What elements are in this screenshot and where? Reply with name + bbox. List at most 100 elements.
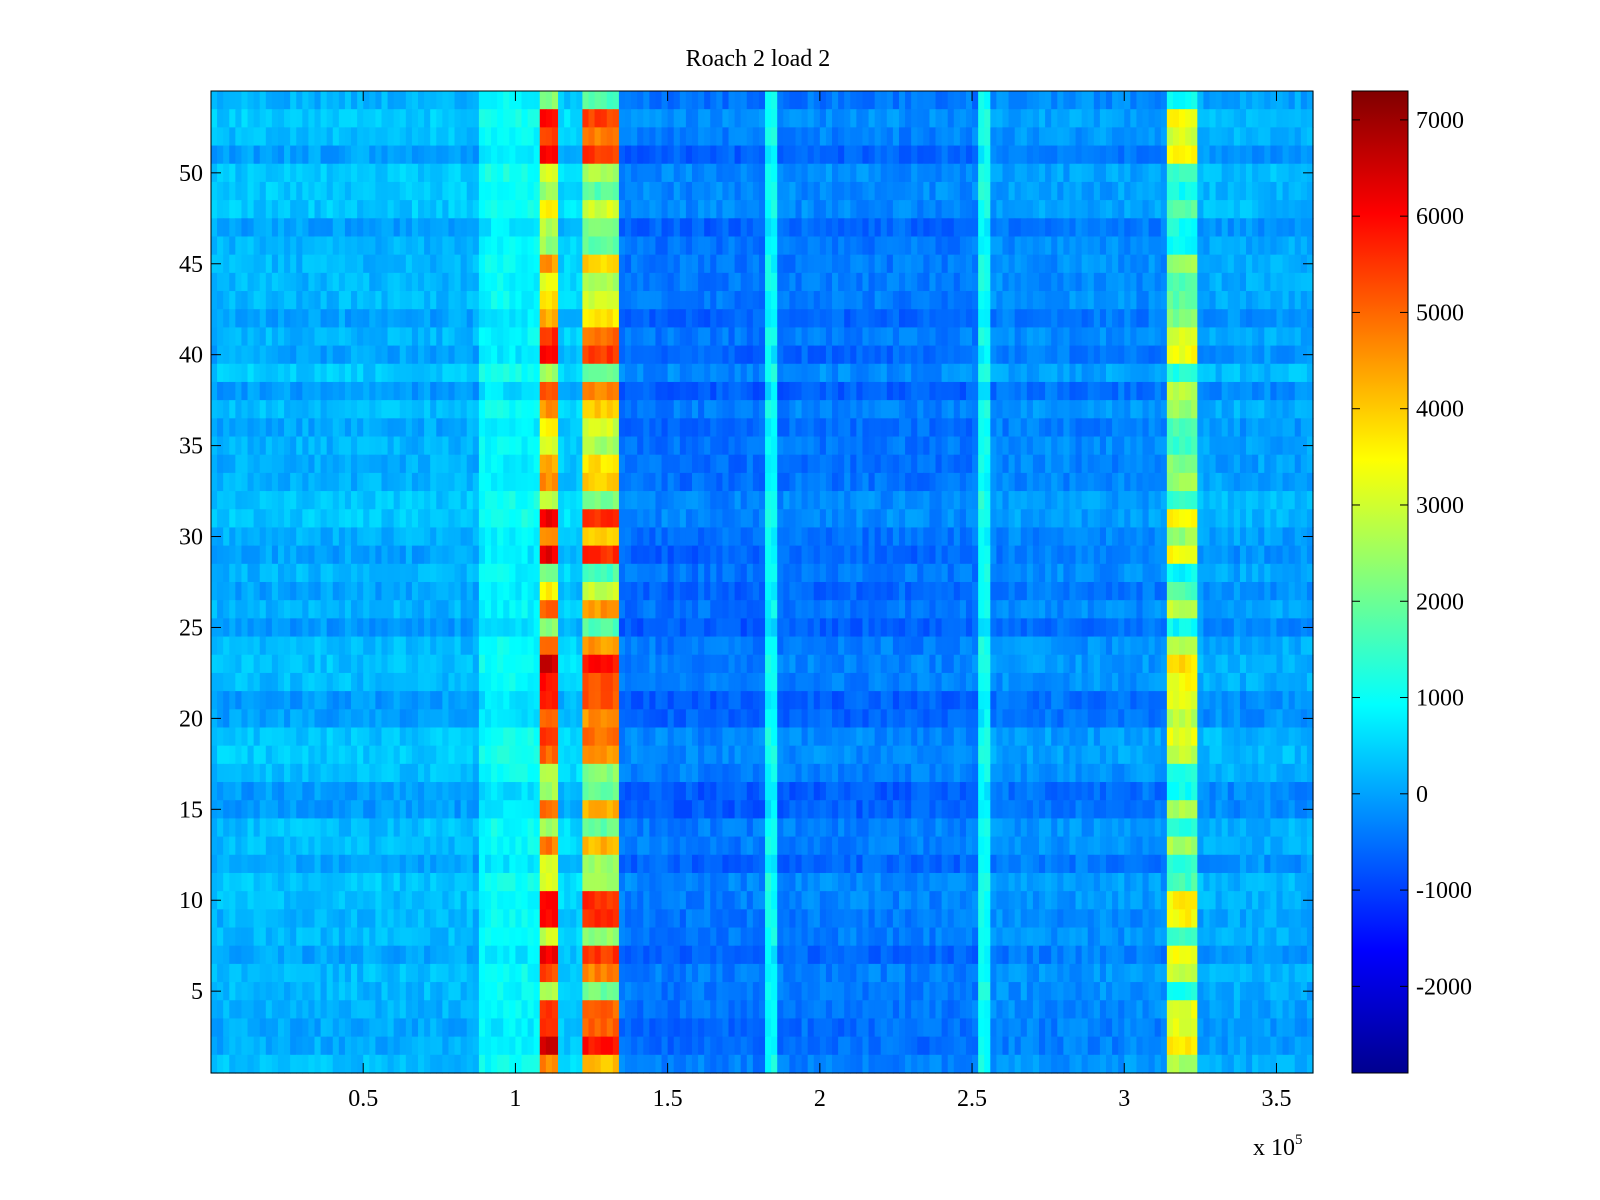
heatmap-cell bbox=[965, 236, 973, 256]
heatmap-cell bbox=[728, 454, 736, 474]
heatmap-cell bbox=[302, 181, 310, 201]
heatmap-cell bbox=[771, 436, 778, 456]
heatmap-cell bbox=[265, 163, 273, 183]
heatmap-cell bbox=[1252, 563, 1259, 583]
heatmap-cell bbox=[296, 91, 303, 110]
heatmap-cell bbox=[1276, 345, 1284, 365]
heatmap-cell bbox=[685, 563, 693, 583]
heatmap-cell bbox=[710, 218, 717, 238]
heatmap-cell bbox=[259, 200, 267, 219]
heatmap-cell bbox=[1172, 272, 1180, 292]
heatmap-cell bbox=[661, 563, 669, 583]
heatmap-cell bbox=[941, 127, 949, 147]
heatmap-cell bbox=[1246, 181, 1253, 201]
heatmap-cell bbox=[862, 381, 870, 401]
heatmap-cell bbox=[765, 345, 772, 365]
heatmap-cell bbox=[1032, 109, 1040, 128]
heatmap-cell bbox=[868, 254, 876, 274]
heatmap-cell bbox=[1039, 454, 1046, 474]
heatmap-cell bbox=[1246, 509, 1253, 529]
heatmap-cell bbox=[832, 545, 839, 565]
heatmap-cell bbox=[801, 145, 809, 165]
heatmap-cell bbox=[271, 327, 279, 347]
heatmap-cell bbox=[765, 509, 772, 529]
heatmap-cell bbox=[746, 472, 754, 492]
heatmap-cell bbox=[460, 163, 468, 183]
heatmap-cell bbox=[1294, 472, 1302, 492]
heatmap-cell bbox=[235, 109, 243, 128]
heatmap-cell bbox=[691, 127, 699, 147]
heatmap-cell bbox=[801, 109, 809, 128]
heatmap-cell bbox=[363, 127, 370, 147]
heatmap-cell bbox=[1294, 563, 1302, 583]
heatmap-cell bbox=[369, 527, 376, 547]
heatmap-cell bbox=[1160, 254, 1168, 274]
heatmap-cell bbox=[685, 291, 693, 310]
heatmap-cell bbox=[302, 163, 310, 183]
heatmap-cell bbox=[972, 309, 979, 329]
heatmap-cell bbox=[478, 272, 486, 292]
heatmap-cell bbox=[978, 563, 985, 583]
heatmap-cell bbox=[655, 363, 663, 383]
heatmap-cell bbox=[332, 527, 340, 547]
heatmap-cell bbox=[375, 109, 383, 128]
heatmap-cell bbox=[959, 381, 967, 401]
heatmap-cell bbox=[1081, 381, 1089, 401]
heatmap-cell bbox=[302, 127, 310, 147]
heatmap-cell bbox=[241, 436, 249, 456]
heatmap-cell bbox=[284, 181, 291, 201]
heatmap-cell bbox=[1148, 127, 1156, 147]
heatmap-cell bbox=[862, 254, 870, 274]
heatmap-cell bbox=[1227, 381, 1235, 401]
heatmap-cell bbox=[947, 563, 955, 583]
heatmap-cell bbox=[515, 363, 523, 383]
heatmap-cell bbox=[436, 472, 443, 492]
heatmap-cell bbox=[454, 91, 462, 110]
heatmap-cell bbox=[460, 218, 468, 238]
heatmap-cell bbox=[771, 272, 778, 292]
heatmap-cell bbox=[807, 491, 815, 510]
heatmap-cell bbox=[1118, 254, 1125, 274]
heatmap-cell bbox=[1282, 254, 1290, 274]
heatmap-cell bbox=[1063, 509, 1071, 529]
heatmap-cell bbox=[722, 454, 730, 474]
heatmap-cell bbox=[411, 309, 419, 329]
heatmap-cell bbox=[1227, 345, 1235, 365]
heatmap-cell bbox=[1081, 509, 1089, 529]
heatmap-cell bbox=[1209, 218, 1217, 238]
heatmap-cell bbox=[935, 309, 943, 329]
heatmap-cell bbox=[795, 272, 803, 292]
heatmap-cell bbox=[302, 509, 310, 529]
heatmap-cell bbox=[911, 291, 918, 310]
heatmap-cell bbox=[344, 91, 352, 110]
heatmap-cell bbox=[271, 418, 279, 438]
heatmap-cell bbox=[1124, 309, 1131, 329]
heatmap-cell bbox=[424, 272, 431, 292]
heatmap-cell bbox=[874, 363, 882, 383]
heatmap-cell bbox=[351, 218, 358, 238]
heatmap-cell bbox=[1057, 400, 1064, 419]
heatmap-cell bbox=[716, 381, 724, 401]
heatmap-cell bbox=[1112, 454, 1119, 474]
heatmap-cell bbox=[478, 200, 486, 219]
heatmap-cell bbox=[363, 491, 370, 510]
heatmap-cell bbox=[1276, 436, 1284, 456]
heatmap-cell bbox=[1099, 345, 1107, 365]
heatmap-cell bbox=[527, 545, 535, 565]
heatmap-cell bbox=[765, 181, 772, 201]
heatmap-cell bbox=[1306, 400, 1314, 419]
heatmap-cell bbox=[1215, 91, 1223, 110]
heatmap-cell bbox=[1124, 91, 1131, 110]
heatmap-cell bbox=[990, 254, 997, 274]
heatmap-cell bbox=[1227, 363, 1235, 383]
heatmap-cell bbox=[600, 309, 608, 329]
heatmap-cell bbox=[436, 582, 443, 601]
heatmap-cell bbox=[466, 472, 474, 492]
heatmap-cell bbox=[643, 345, 650, 365]
heatmap-cell bbox=[746, 127, 754, 147]
heatmap-cell bbox=[326, 163, 334, 183]
heatmap-cell bbox=[880, 127, 888, 147]
heatmap-cell bbox=[1057, 291, 1064, 310]
heatmap-cell bbox=[271, 527, 279, 547]
heatmap-cell bbox=[832, 563, 839, 583]
